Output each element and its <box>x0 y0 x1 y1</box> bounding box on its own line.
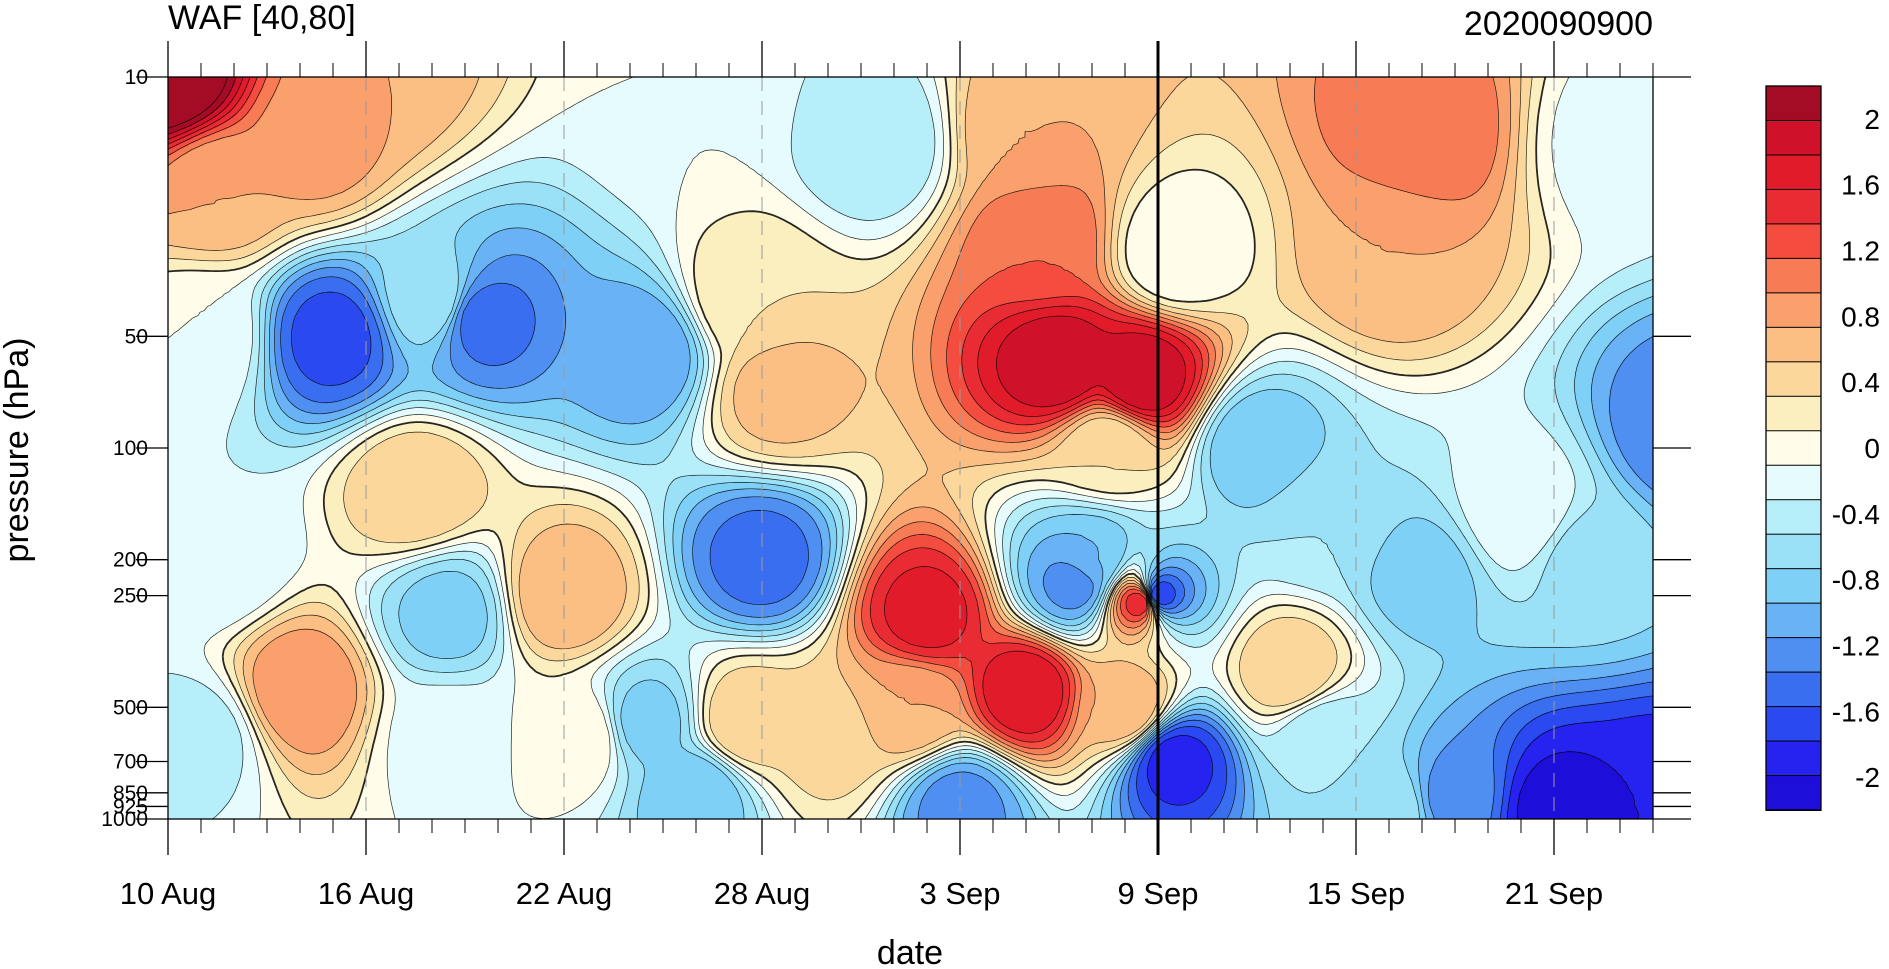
colorbar-swatch <box>1765 85 1822 122</box>
colorbar-swatch <box>1765 292 1822 329</box>
contour-line <box>168 77 1552 819</box>
colorbar-frame <box>1765 85 1822 811</box>
contour-line <box>268 227 1653 819</box>
colorbar-swatch <box>1765 188 1822 225</box>
colorbar-swatch <box>1765 257 1822 294</box>
contour-line <box>168 77 1512 762</box>
y-tick-label: 850 <box>113 782 148 805</box>
colorbar-label: 2 <box>1864 104 1880 135</box>
contour-line <box>168 77 1187 411</box>
contour-line <box>168 77 1203 743</box>
colorbar-label: -0.4 <box>1832 499 1880 530</box>
x-tick-label: 9 Sep <box>1117 876 1198 911</box>
x-tick-label: 3 Sep <box>919 876 1000 911</box>
colorbar-swatch <box>1765 119 1822 156</box>
x-axis: 10 Aug 16 Aug 22 Aug 28 Aug 3 Sep 9 Sep 15 Sep… <box>120 41 1654 911</box>
contour-line <box>168 77 1653 819</box>
contour-line <box>168 77 1196 734</box>
y-tick-label: 10 <box>125 66 148 89</box>
contour-field <box>168 77 1653 819</box>
date-gridlines <box>365 77 1555 819</box>
contour-line <box>168 77 237 135</box>
y-tick-label: 500 <box>113 696 148 719</box>
colorbar-swatch <box>1765 775 1822 811</box>
colorbar-label: 0.8 <box>1841 301 1880 332</box>
contour-line <box>263 203 1653 819</box>
chart-title-left: WAF [40,80] <box>168 0 356 37</box>
y-tick-label: 200 <box>113 549 148 572</box>
contour-line <box>1146 713 1653 819</box>
x-tick-label: 15 Sep <box>1307 876 1405 911</box>
colorbar-label: 1.6 <box>1841 170 1880 201</box>
y-tick-label: 925 <box>113 795 148 818</box>
colorbar-swatch <box>1765 671 1822 708</box>
colorbar-swatch <box>1765 464 1822 501</box>
colorbar-swatch <box>1765 223 1822 260</box>
x-tick-label: 10 Aug <box>120 876 217 911</box>
colorbar-swatch <box>1765 637 1822 674</box>
colorbar-swatch <box>1765 533 1822 570</box>
colorbar: 2 1.6 1.2 0.8 0.4 0 -0.4 -0.8 -1.2 -1.6 -2 <box>1765 85 1880 811</box>
contour-line <box>168 77 228 129</box>
colorbar-swatch <box>1765 706 1822 743</box>
colorbar-swatch <box>1765 326 1822 363</box>
colorbar-swatch <box>1765 430 1822 467</box>
colorbar-label: -2 <box>1855 762 1880 793</box>
y-axis-title: pressure (hPa) <box>0 338 36 563</box>
x-tick-label: 28 Aug <box>714 876 811 911</box>
contour-line <box>168 77 1499 756</box>
y-tick-label: 50 <box>125 325 148 348</box>
x-tick-label: 22 Aug <box>516 876 613 911</box>
colorbar-label: -1.6 <box>1832 696 1880 727</box>
y-tick-label: 1000 <box>101 808 148 831</box>
colorbar-swatch <box>1765 602 1822 639</box>
colorbar-swatch <box>1765 740 1822 777</box>
colorbar-label: -1.2 <box>1832 630 1880 661</box>
contour-lines <box>168 77 1653 819</box>
colorbar-label: 1.2 <box>1841 236 1880 267</box>
colorbar-label: -0.8 <box>1832 565 1880 596</box>
contour-line <box>168 77 1582 819</box>
colorbar-swatch <box>1765 568 1822 605</box>
x-tick-label: 21 Sep <box>1505 876 1603 911</box>
contour-line <box>168 77 1522 776</box>
contour-line <box>1516 751 1639 819</box>
x-axis-title: date <box>877 934 943 969</box>
y-tick-label: 250 <box>113 585 148 608</box>
y-tick-label: 700 <box>113 751 148 774</box>
contour-line <box>280 276 1653 819</box>
chart-title-right: 2020090900 <box>1464 5 1653 43</box>
colorbar-label: 0 <box>1864 433 1880 464</box>
colorbar-swatch <box>1765 154 1822 191</box>
colorbar-swatch <box>1765 499 1822 536</box>
colorbar-label: 0.4 <box>1841 367 1880 398</box>
contour-line <box>168 77 1533 801</box>
colorbar-swatch <box>1765 395 1822 432</box>
x-tick-label: 16 Aug <box>318 876 415 911</box>
contour-line <box>168 77 1210 750</box>
colorbar-swatch <box>1765 361 1822 398</box>
y-tick-label: 100 <box>113 437 148 460</box>
contour-line <box>274 254 1653 819</box>
